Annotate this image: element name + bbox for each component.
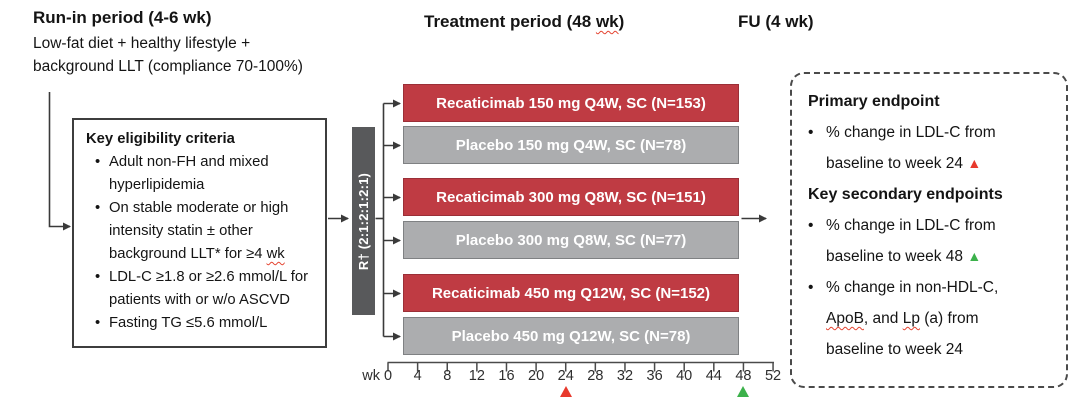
eligibility-item-text: On stable moderate or high intensity sta…	[109, 200, 289, 262]
run-in-period-description: Low-fat diet + healthy lifestyle + backg…	[33, 33, 303, 78]
week-24-marker-icon	[559, 386, 572, 397]
primary-endpoint-text: % change in LDL-C from baseline to week …	[826, 124, 996, 172]
week-tick-label: 20	[528, 368, 545, 384]
eligibility-item: • On stable moderate or high intensity s…	[86, 197, 317, 266]
arm-label: Recaticimab 300 mg Q8W, SC (N=151)	[436, 188, 706, 206]
arm-label: Placebo 450 mg Q12W, SC (N=78)	[451, 327, 691, 345]
arm-label: Placebo 150 mg Q4W, SC (N=78)	[455, 136, 687, 154]
randomization-label: R† (2:1:2:1:2:1)	[356, 172, 371, 270]
green-triangle-icon: ▲	[967, 248, 982, 264]
week-tick-label: 52	[764, 368, 782, 384]
secondary-endpoint-item: • % change in non-HDL-C, ApoB, and Lp (a…	[808, 272, 1054, 365]
week-tick-label: 44	[705, 368, 722, 384]
eligibility-item-text: LDL-C ≥1.8 or ≥2.6 mmol/L for patients w…	[109, 269, 309, 308]
placebo-arm-bar: Placebo 300 mg Q8W, SC (N=77)	[403, 221, 739, 259]
placebo-arm-bar: Placebo 150 mg Q4W, SC (N=78)	[403, 126, 739, 164]
secondary-endpoints-title: Key secondary endpoints	[808, 186, 1003, 203]
week-48-marker-icon	[737, 386, 750, 397]
endpoints-box: Primary endpoint • % change in LDL-C fro…	[790, 72, 1068, 388]
eligibility-item-text: Adult non-FH and mixed hyperlipidemia	[109, 154, 269, 193]
arm-label: Recaticimab 450 mg Q12W, SC (N=152)	[431, 284, 711, 302]
week-tick-label: 8	[443, 368, 452, 384]
recaticimab-arm-bar: Recaticimab 300 mg Q8W, SC (N=151)	[403, 178, 739, 216]
red-triangle-icon: ▲	[967, 155, 982, 171]
week-tick-label: 28	[587, 368, 604, 384]
eligibility-item: • Adult non-FH and mixed hyperlipidemia	[86, 151, 317, 197]
primary-endpoint-item: • % change in LDL-C from baseline to wee…	[808, 117, 1054, 179]
randomization-bar: R† (2:1:2:1:2:1)	[352, 127, 375, 315]
bullet-icon: •	[808, 124, 814, 141]
eligibility-item: • Fasting TG ≤5.6 mmol/L	[86, 312, 317, 335]
bullet-icon: •	[808, 217, 814, 234]
week-tick-label: 32	[616, 368, 634, 384]
primary-endpoint-title: Primary endpoint	[808, 93, 940, 110]
run-in-description-line2: background LLT (compliance 70-100%)	[33, 57, 303, 75]
week-tick-label: 48	[735, 368, 752, 384]
bullet-icon: •	[95, 200, 101, 216]
run-in-elbow-arrow	[48, 92, 71, 231]
week-tick-label: 16	[498, 368, 515, 384]
bullet-icon: •	[95, 315, 101, 331]
recaticimab-arm-bar: Recaticimab 150 mg Q4W, SC (N=153)	[403, 84, 739, 122]
bullet-icon: •	[95, 154, 101, 170]
secondary-endpoint-text: % change in LDL-C from baseline to week …	[826, 217, 996, 265]
bullet-icon: •	[808, 279, 814, 296]
bullet-icon: •	[95, 269, 101, 285]
week-axis-unit-label: wk	[362, 368, 380, 384]
treatment-period-title: Treatment period (48 wk)	[424, 12, 625, 31]
eligibility-title: Key eligibility criteria	[86, 131, 235, 147]
week-tick-label: 0	[383, 368, 393, 384]
eligibility-item-text: Fasting TG ≤5.6 mmol/L	[109, 315, 268, 331]
followup-period-title: FU (4 wk)	[738, 12, 814, 31]
eligibility-item: • LDL-C ≥1.8 or ≥2.6 mmol/L for patients…	[86, 266, 317, 312]
arm-label: Recaticimab 150 mg Q4W, SC (N=153)	[436, 94, 706, 112]
week-tick-label: 24	[557, 368, 574, 384]
secondary-endpoint-text: % change in non-HDL-C, ApoB, and Lp (a) …	[826, 279, 999, 358]
recaticimab-arm-bar: Recaticimab 450 mg Q12W, SC (N=152)	[403, 274, 739, 312]
arm-label: Placebo 300 mg Q8W, SC (N=77)	[455, 231, 687, 249]
run-in-period-title: Run-in period (4-6 wk)	[33, 8, 212, 27]
secondary-endpoint-item: • % change in LDL-C from baseline to wee…	[808, 210, 1054, 272]
week-tick-label: 36	[646, 368, 663, 384]
run-in-description-line1: Low-fat diet + healthy lifestyle +	[33, 35, 251, 52]
eligibility-criteria-box: Key eligibility criteria • Adult non-FH …	[72, 118, 327, 348]
week-tick-label: 12	[468, 368, 485, 384]
week-tick-label: 40	[676, 368, 693, 384]
placebo-arm-bar: Placebo 450 mg Q12W, SC (N=78)	[403, 317, 739, 355]
week-tick-label: 4	[413, 368, 422, 384]
